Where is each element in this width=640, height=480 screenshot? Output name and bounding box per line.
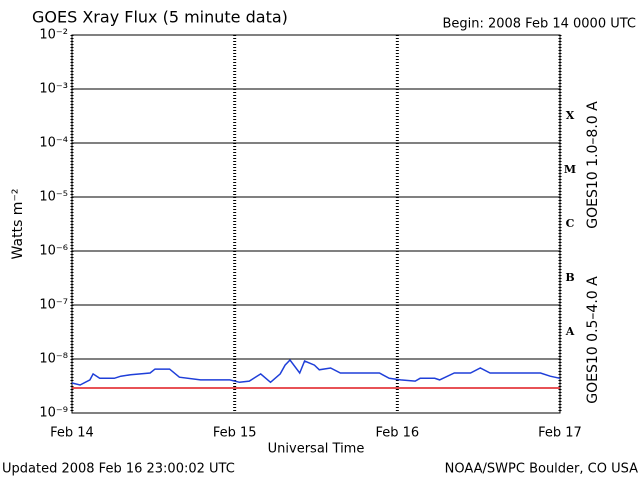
flare-class-label: M (564, 163, 576, 176)
flare-class-label: C (566, 217, 575, 230)
y-tick-label: 10⁻⁴ (39, 136, 68, 151)
footer-left: Updated 2008 Feb 16 23:00:02 UTC (2, 462, 235, 477)
footer-right: NOAA/SWPC Boulder, CO USA (445, 462, 638, 477)
x-tick-label: Feb 14 (50, 426, 94, 441)
y-tick-label: 10⁻⁹ (39, 406, 68, 421)
x-tick-label: Feb 16 (375, 426, 419, 441)
y-tick-label: 10⁻² (39, 28, 68, 43)
y-tick-label: 10⁻⁵ (39, 190, 68, 205)
x-tick-label: Feb 15 (213, 426, 257, 441)
y-tick-label: 10⁻⁸ (39, 352, 68, 367)
y-tick-label: 10⁻⁷ (39, 298, 68, 313)
legend-label: GOES10 0.5–4.0 A (585, 276, 601, 404)
flare-class-label: A (565, 325, 575, 338)
chart-title: GOES Xray Flux (5 minute data) (32, 8, 288, 27)
legend-label: GOES10 1.0–8.0 A (585, 101, 601, 229)
y-tick-label: 10⁻⁶ (39, 244, 68, 259)
chart-subtitle: Begin: 2008 Feb 14 0000 UTC (442, 17, 636, 32)
y-tick-label: 10⁻³ (39, 82, 68, 97)
x-tick-label: Feb 17 (538, 426, 582, 441)
x-axis-label: Universal Time (268, 442, 365, 457)
flare-class-label: X (566, 109, 575, 122)
series-line (71, 358, 561, 386)
flare-class-label: B (565, 271, 574, 284)
y-axis-label: Watts m⁻² (10, 189, 26, 260)
